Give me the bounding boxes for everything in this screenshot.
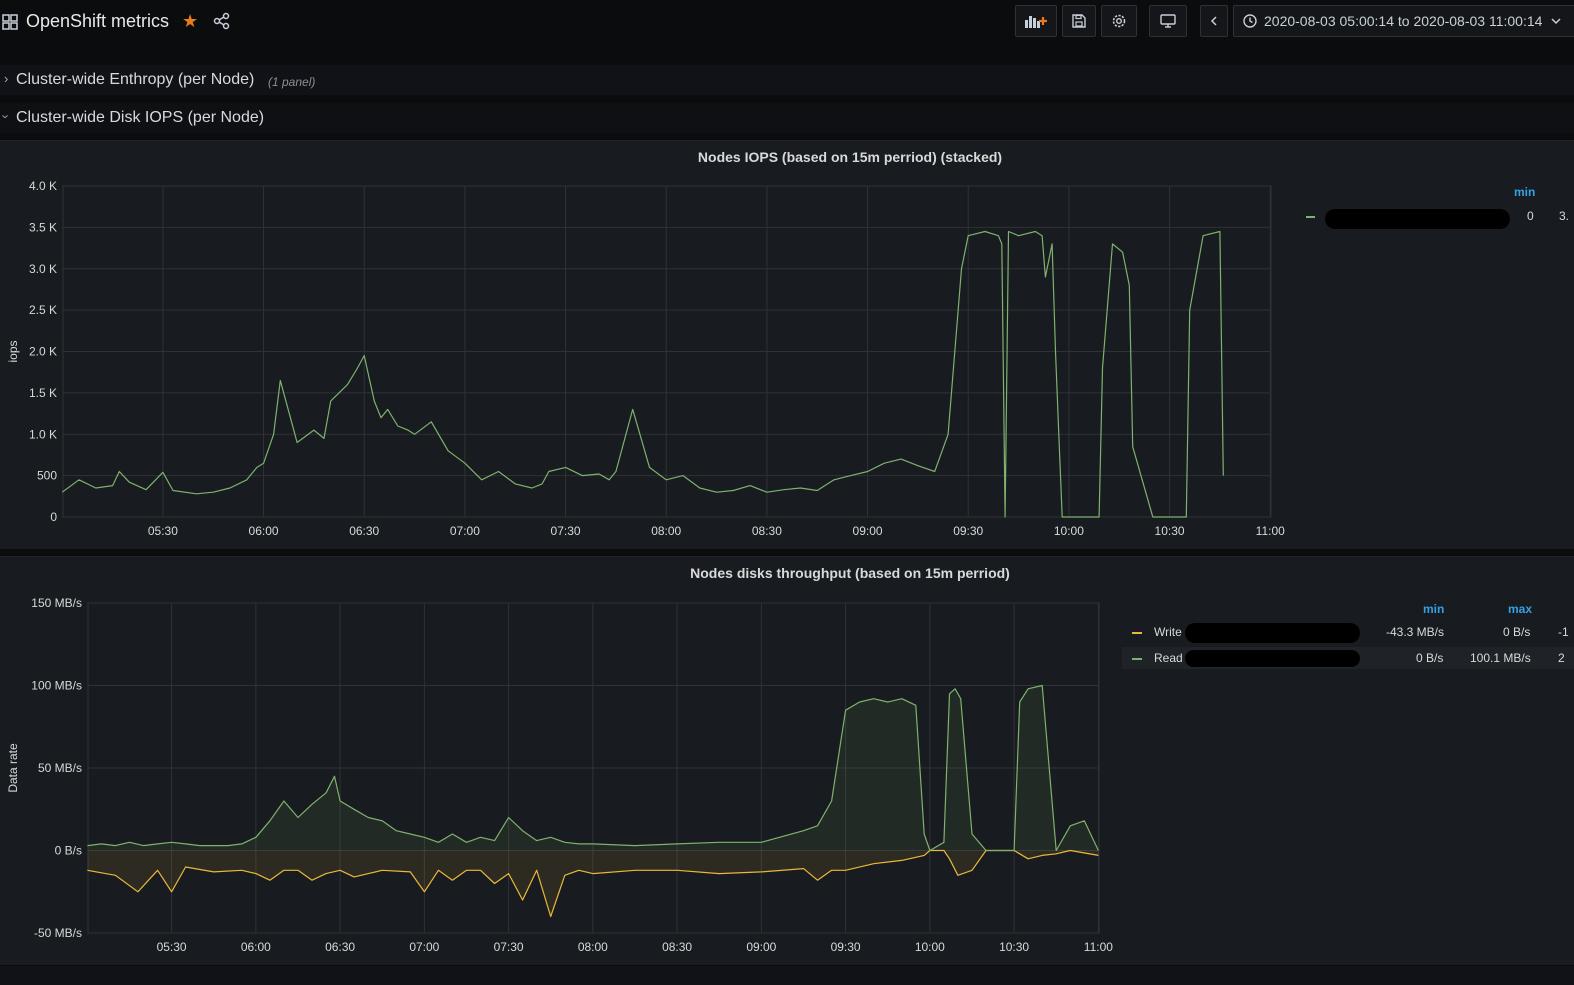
y-tick-label: 4.0 K	[29, 179, 57, 193]
legend-header-min[interactable]: min	[1423, 602, 1445, 616]
y-tick-label: 3.5 K	[29, 220, 57, 234]
clock-icon	[1243, 14, 1257, 28]
x-tick-label: 06:00	[241, 940, 271, 954]
time-range-picker[interactable]: 2020-08-03 05:00:14 to 2020-08-03 11:00:…	[1233, 5, 1574, 37]
x-tick-label: 07:30	[494, 940, 524, 954]
x-tick-label: 07:30	[551, 524, 581, 538]
y-axis-label: iops	[6, 340, 20, 362]
chevron-down-icon	[1551, 18, 1561, 25]
series-area-write-s	[87, 850, 1099, 917]
legend-write-swatch	[1132, 632, 1142, 634]
legend-header-max[interactable]: max	[1508, 602, 1533, 616]
x-tick-label: 06:30	[349, 524, 379, 538]
x-tick-label: 09:30	[953, 524, 983, 538]
legend-header-min[interactable]: min	[1514, 185, 1536, 199]
legend-min-value: 0	[1527, 209, 1534, 223]
throughput-chart[interactable]: -50 MB/s 0 B/s 50 MB/s 100 MB/s 150 MB/s 05:3…	[0, 557, 1120, 965]
legend-series-name: Read s	[1154, 651, 1193, 665]
x-tick-label: 07:00	[409, 940, 439, 954]
x-tick-label: 11:00	[1084, 940, 1113, 954]
x-tick-label: 10:30	[1155, 524, 1185, 538]
dashboard-navbar: OpenShift metrics ★	[0, 0, 1574, 48]
save-icon	[1072, 14, 1086, 28]
legend-max-value: 0 B/s	[1503, 625, 1531, 639]
chevron-left-icon	[1210, 16, 1217, 26]
row-title: Cluster-wide Enthropy (per Node)	[16, 71, 255, 88]
y-tick-label: 1.0 K	[29, 427, 57, 441]
chevron-right-icon: ›	[4, 71, 9, 86]
y-tick-label: 3.0 K	[29, 262, 57, 276]
series-line-read-s	[87, 684, 1099, 852]
legend-max-value: 100.1 MB/s	[1470, 651, 1531, 665]
dashboard-title[interactable]: OpenShift metrics	[26, 11, 170, 31]
scrolled-row-remnant	[0, 48, 1574, 54]
dashboard-settings-button[interactable]	[1101, 5, 1137, 37]
time-range-label: 2020-08-03 05:00:14 to 2020-08-03 11:00:…	[1264, 13, 1543, 29]
gear-icon	[1112, 14, 1126, 28]
row-enthropy[interactable]: › Cluster-wide Enthropy (per Node) (1 pa…	[0, 65, 1574, 95]
time-shift-back-button[interactable]	[1200, 5, 1228, 37]
y-tick-label: 150 MB/s	[31, 596, 82, 610]
row-title: Cluster-wide Disk IOPS (per Node)	[16, 109, 265, 126]
tv-mode-button[interactable]	[1149, 5, 1187, 37]
add-panel-button[interactable]	[1015, 5, 1057, 37]
row-disk-iops[interactable]: › Cluster-wide Disk IOPS (per Node)	[0, 103, 1574, 133]
series-line-write-s	[87, 849, 1099, 918]
x-tick-label: 06:30	[325, 940, 355, 954]
panel-iops: Nodes IOPS (based on 15m perriod) (stack…	[0, 140, 1574, 549]
redacted-series-name	[1185, 623, 1360, 643]
x-tick-label: 07:00	[450, 524, 480, 538]
x-tick-label: 09:30	[831, 940, 861, 954]
row-panel-count: (1 panel)	[268, 75, 316, 89]
legend-min-value: 0 B/s	[1416, 651, 1444, 665]
legend-max-value: 3.	[1559, 209, 1570, 223]
legend-extra-value: -1	[1558, 625, 1569, 639]
y-tick-label: 100 MB/s	[31, 679, 82, 693]
legend-series-swatch	[1306, 216, 1315, 218]
series-area-read-s	[87, 685, 1099, 851]
x-tick-label: 10:00	[915, 940, 945, 954]
chevron-down-icon: ›	[0, 114, 14, 119]
y-axis-label: Data rate	[6, 743, 20, 793]
x-tick-label: 06:00	[249, 524, 279, 538]
add-panel-icon	[1025, 16, 1047, 28]
x-tick-label: 09:00	[853, 524, 883, 538]
y-tick-label: 0	[50, 510, 57, 524]
series-line-series	[61, 230, 1224, 518]
legend-read-swatch	[1132, 658, 1142, 660]
x-tick-label: 08:30	[662, 940, 692, 954]
x-tick-label: 11:00	[1256, 524, 1285, 538]
y-tick-label: 0 B/s	[55, 844, 82, 858]
y-tick-label: 500	[37, 469, 57, 483]
panel-title[interactable]: Nodes disks throughput (based on 15m per…	[690, 565, 1010, 581]
y-tick-label: 2.5 K	[29, 303, 57, 317]
share-icon[interactable]	[213, 12, 231, 30]
y-tick-label: 1.5 K	[29, 386, 57, 400]
y-tick-label: 50 MB/s	[38, 761, 82, 775]
x-tick-label: 08:00	[651, 524, 681, 538]
legend-series-name: Write s	[1154, 625, 1192, 639]
x-tick-label: 05:30	[148, 524, 178, 538]
x-tick-label: 10:30	[999, 940, 1029, 954]
apps-grid-icon[interactable]	[2, 14, 18, 30]
y-tick-label: -50 MB/s	[34, 926, 82, 940]
panel-title[interactable]: Nodes IOPS (based on 15m perriod) (stack…	[697, 149, 1003, 165]
x-tick-label: 05:30	[157, 940, 187, 954]
save-dashboard-button[interactable]	[1062, 5, 1096, 37]
x-tick-label: 10:00	[1054, 524, 1084, 538]
legend-extra-value: 2	[1558, 651, 1565, 665]
iops-chart[interactable]: 0 500 1.0 K 1.5 K 2.0 K 2.5 K 3.0 K 3.5 K 4.0 K 0…	[0, 141, 1300, 549]
redacted-series-name	[1325, 209, 1510, 229]
bottom-strip	[0, 966, 1574, 985]
x-tick-label: 09:00	[746, 940, 776, 954]
legend-min-value: -43.3 MB/s	[1386, 625, 1445, 639]
legend-row-write[interactable]: Write s -43.3 MB/s 0 B/s -1	[1122, 621, 1574, 643]
panel-throughput: Nodes disks throughput (based on 15m per…	[0, 556, 1574, 965]
x-tick-label: 08:30	[752, 524, 782, 538]
tv-monitor-icon	[1160, 14, 1176, 28]
star-icon[interactable]: ★	[182, 11, 199, 31]
y-tick-label: 2.0 K	[29, 345, 57, 359]
x-tick-label: 08:00	[578, 940, 608, 954]
redacted-series-name	[1185, 650, 1360, 667]
